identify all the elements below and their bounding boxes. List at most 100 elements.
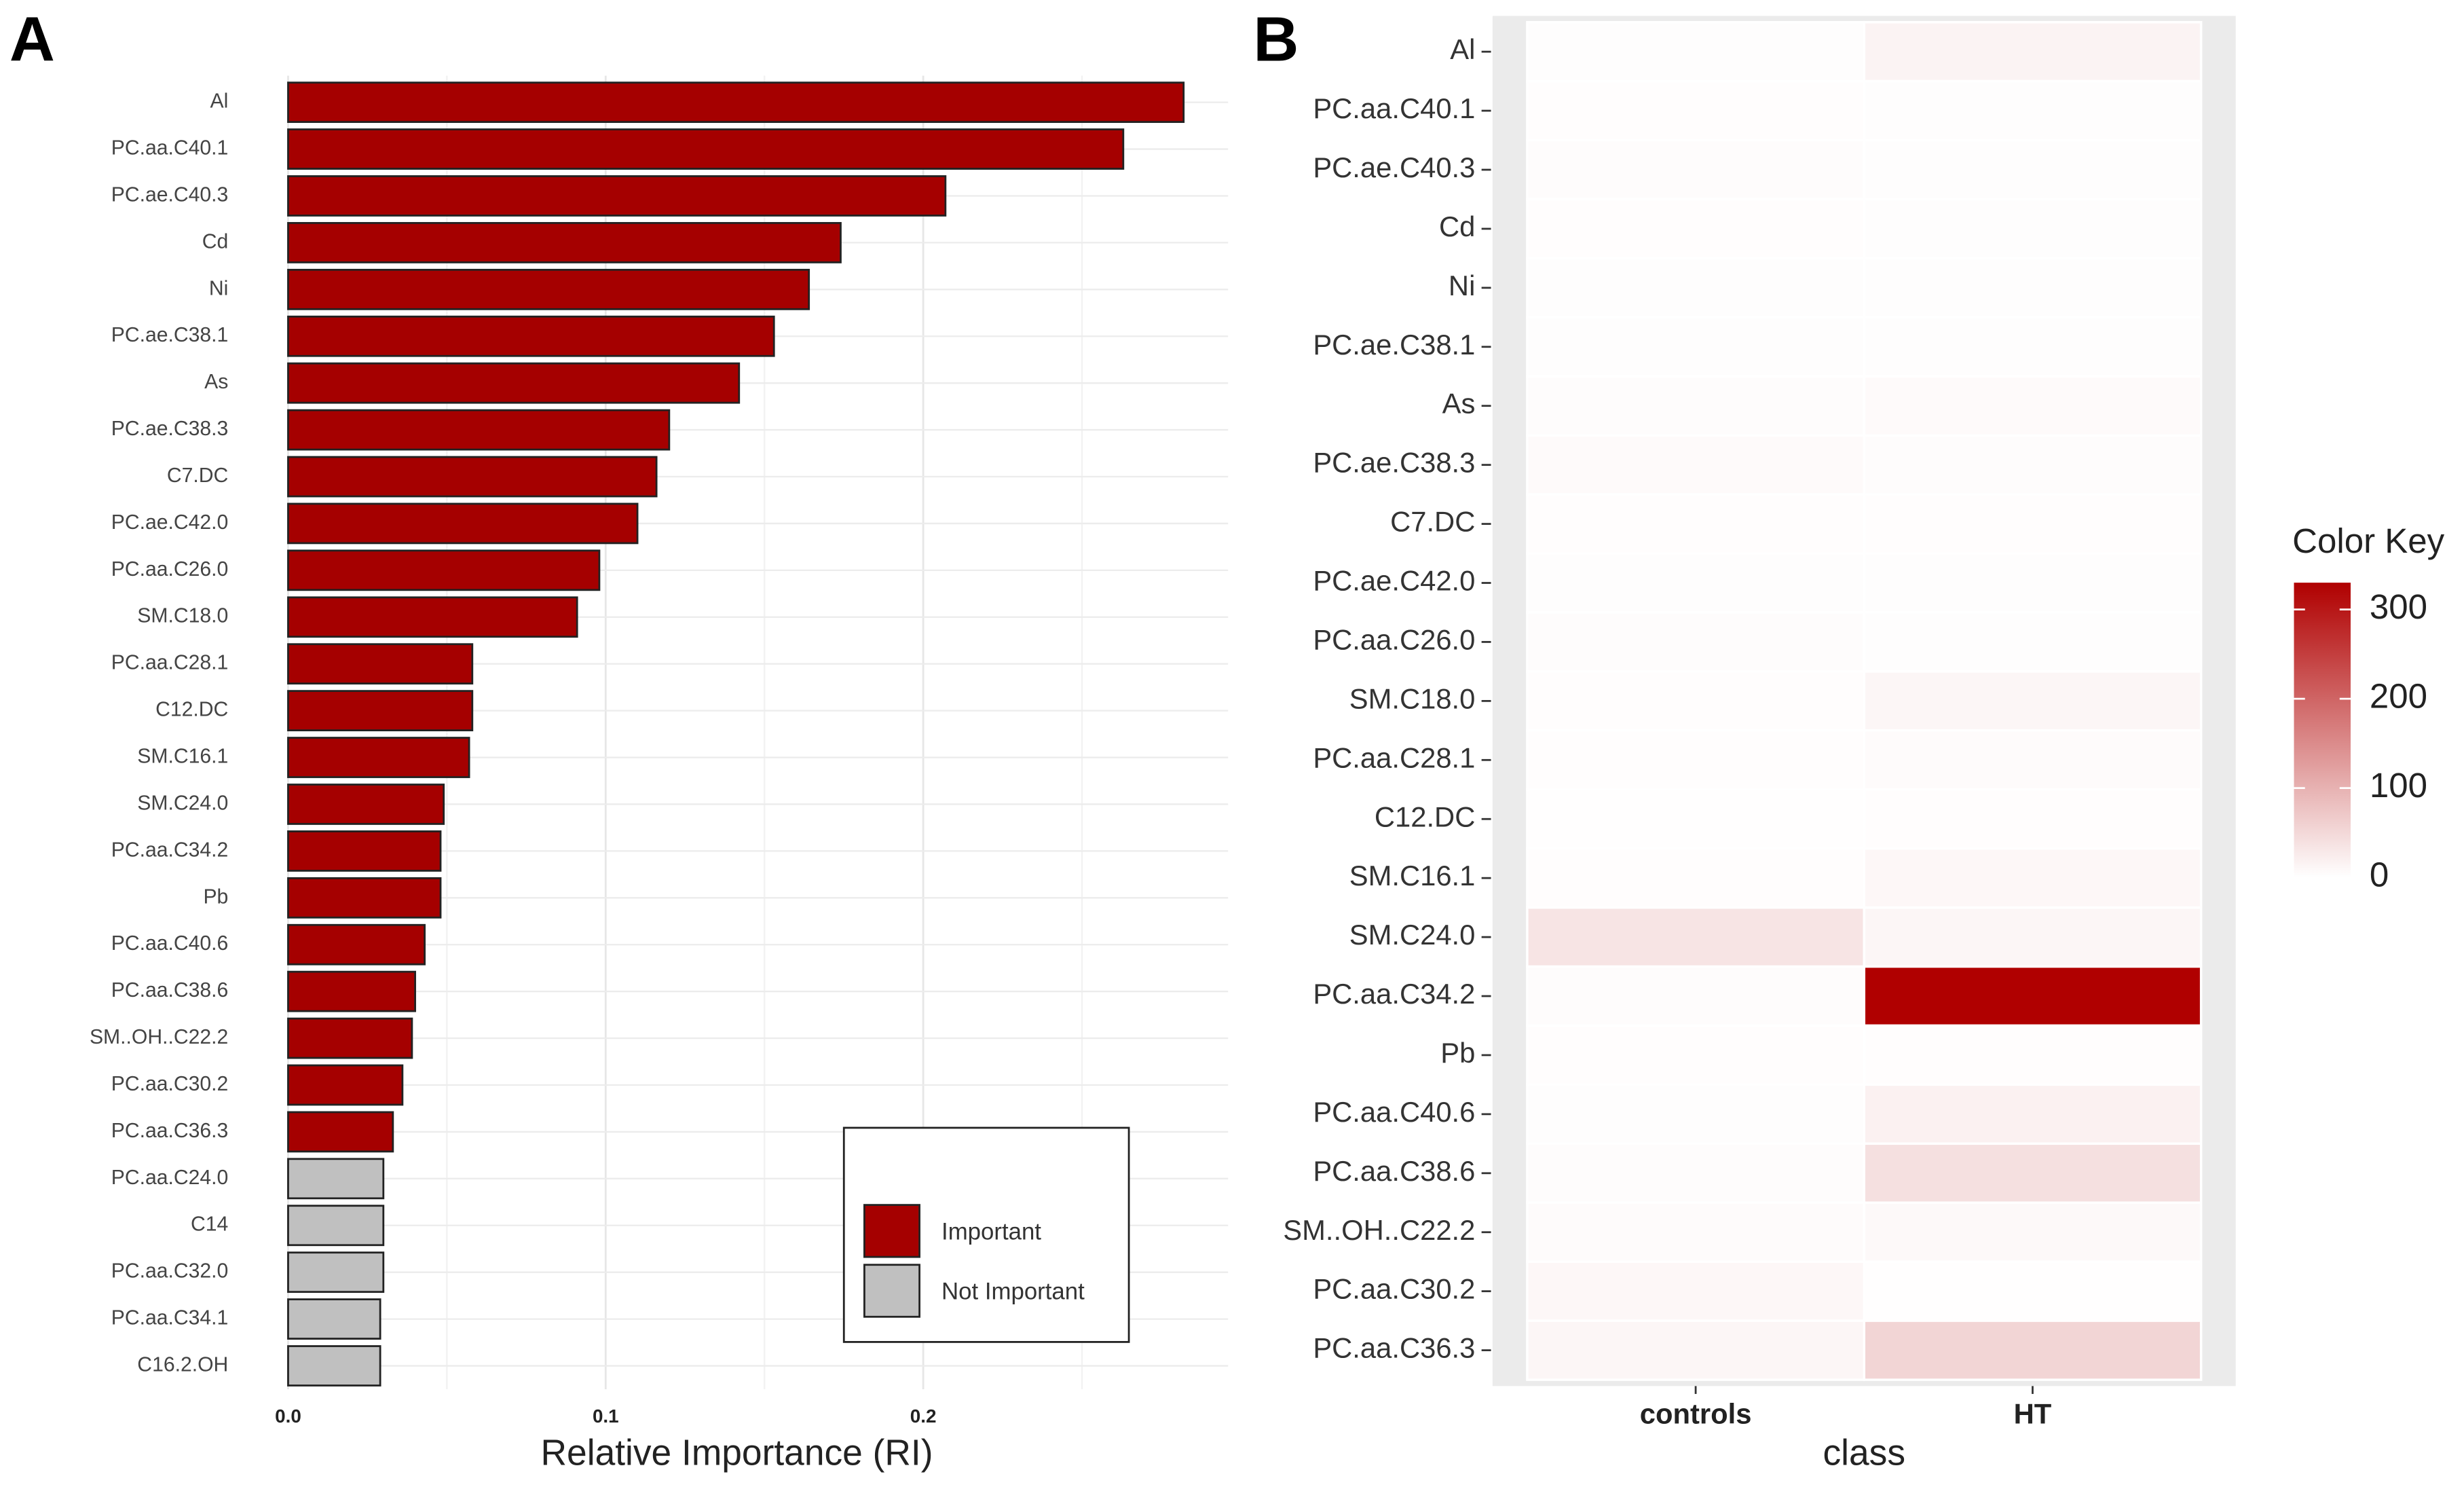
heatmap-cell (1526, 611, 1866, 673)
y-tick-label: PC.aa.C34.2 (111, 839, 229, 861)
colorbar-tick-label: 100 (2370, 766, 2427, 805)
heatmap-cell (1863, 788, 2203, 850)
colorbar-tick-label: 200 (2370, 677, 2427, 716)
heatmap-cell (1526, 1142, 1866, 1205)
heatmap-cell (1863, 1024, 2203, 1086)
x-tick-label: 0.1 (593, 1406, 619, 1427)
y-tick-label: PC.aa.C24.0 (111, 1167, 229, 1189)
heatmap-cell (1863, 552, 2203, 614)
y-tick-label: PC.aa.C40.1 (1313, 92, 1475, 124)
x-tick-label: 0.0 (275, 1406, 301, 1427)
bar (287, 1064, 404, 1106)
y-tick-label: PC.aa.C28.1 (1313, 741, 1475, 773)
y-tick-label: PC.aa.C38.6 (111, 979, 229, 1002)
legend-label: Not Important (941, 1279, 1085, 1305)
y-tick-label: PC.aa.C30.2 (1313, 1273, 1475, 1305)
heatmap-cell (1526, 493, 1866, 555)
bar (287, 1251, 385, 1293)
y-tick-label: PC.ae.C38.3 (111, 418, 229, 440)
heatmap-cell (1863, 1142, 2203, 1205)
heatmap-cell (1863, 434, 2203, 496)
y-tick-label: Pb (1440, 1037, 1475, 1069)
y-tick-label: PC.ae.C40.3 (1313, 151, 1475, 183)
colorbar-title: Color Key (2292, 521, 2444, 560)
heatmap-cell (1863, 493, 2203, 555)
y-tick-label: C16.2.OH (137, 1353, 228, 1376)
bar (287, 268, 810, 310)
heatmap-cell (1863, 20, 2203, 83)
heatmap-cell (1526, 1024, 1866, 1086)
heatmap-cell (1863, 965, 2203, 1027)
heatmap-cell (1863, 611, 2203, 673)
heatmap-cell (1526, 552, 1866, 614)
heatmap-cell (1526, 198, 1866, 260)
y-tick-label: PC.aa.C40.6 (111, 932, 229, 955)
y-tick-label: As (1442, 388, 1476, 420)
heatmap-cell (1526, 788, 1866, 850)
y-tick-label: As (204, 371, 228, 393)
heatmap-cell (1863, 1083, 2203, 1145)
y-tick-label: Cd (202, 230, 229, 253)
heatmap-cell (1526, 1083, 1866, 1145)
heatmap-cell (1526, 906, 1866, 968)
y-tick-label: SM.C16.1 (1349, 860, 1476, 892)
bar (287, 81, 1185, 124)
y-tick-label: PC.ae.C38.3 (1313, 447, 1475, 479)
heatmap-cell (1526, 1319, 1866, 1381)
heatmap-cell (1526, 847, 1866, 909)
y-tick-label: Cd (1439, 210, 1475, 242)
heatmap-cell (1526, 965, 1866, 1027)
bar (287, 409, 671, 451)
y-tick-label: PC.aa.C26.0 (1313, 623, 1475, 655)
y-tick-label: C7.DC (167, 464, 228, 487)
bar (287, 970, 416, 1012)
y-tick-label: C14 (191, 1213, 228, 1236)
x-tick-label: 0.2 (910, 1406, 937, 1427)
bar (287, 456, 658, 498)
bar (287, 1111, 394, 1153)
bar (287, 1017, 413, 1059)
y-tick-label: PC.aa.C38.6 (1313, 1155, 1475, 1187)
colorbar-tick-label: 0 (2370, 856, 2389, 894)
y-tick-label: PC.ae.C38.1 (1313, 329, 1475, 361)
bar (287, 643, 474, 685)
y-tick-label: SM.C18.0 (1349, 682, 1476, 714)
bar (287, 1158, 385, 1200)
y-tick-label: Ni (1449, 270, 1475, 301)
bar (287, 128, 1125, 170)
heatmap-cell (1863, 198, 2203, 260)
y-tick-label: C12.DC (155, 699, 228, 721)
heatmap-cell (1863, 79, 2203, 142)
y-tick-label: Al (210, 90, 229, 113)
heatmap-cell (1526, 1260, 1866, 1322)
bar (287, 549, 601, 591)
y-tick-label: SM.C16.1 (137, 746, 228, 768)
y-tick-label: SM.C24.0 (137, 792, 228, 814)
y-tick-label: SM..OH..C22.2 (90, 1026, 228, 1048)
colorbar (2294, 583, 2351, 878)
y-tick-label: PC.aa.C40.1 (111, 137, 229, 160)
y-tick-label: PC.aa.C34.2 (1313, 978, 1475, 1010)
y-tick-label: C7.DC (1390, 506, 1475, 538)
y-tick-label: SM.C24.0 (1349, 919, 1476, 951)
y-tick-label: PC.aa.C40.6 (1313, 1096, 1475, 1128)
heatmap-cell (1863, 906, 2203, 968)
heatmap-cell (1863, 670, 2203, 732)
bar (287, 1298, 381, 1340)
y-tick-label: PC.aa.C36.3 (1313, 1332, 1475, 1364)
bar (287, 315, 775, 357)
bar (287, 596, 578, 638)
y-tick-label: PC.aa.C32.0 (111, 1260, 229, 1283)
bar (287, 1345, 381, 1387)
heatmap-cell (1526, 434, 1866, 496)
heatmap-cell (1526, 257, 1866, 319)
heatmap-cell (1526, 20, 1866, 83)
y-tick-label: PC.ae.C42.0 (111, 511, 229, 534)
y-tick-label: PC.ae.C38.1 (111, 324, 229, 346)
y-tick-label: PC.aa.C26.0 (111, 558, 229, 581)
heatmap-cell (1863, 847, 2203, 909)
panel-label: A (10, 4, 55, 75)
y-tick-label: SM.C18.0 (137, 605, 228, 627)
